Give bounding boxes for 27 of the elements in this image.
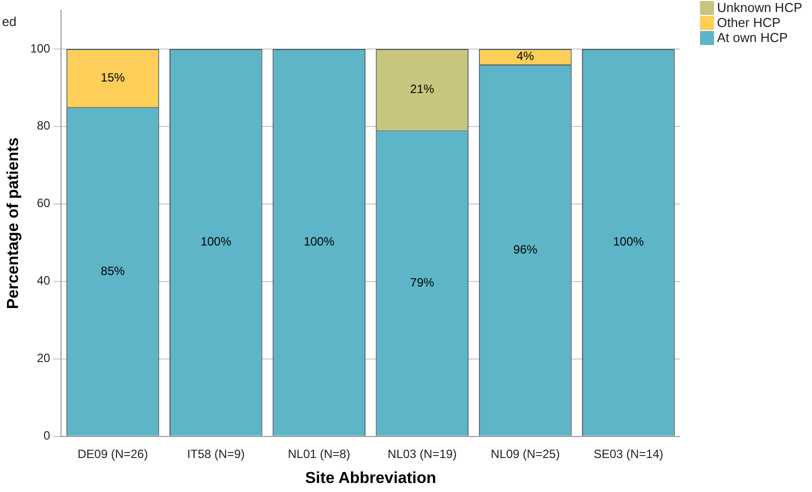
y-axis-title: Percentage of patients [5, 137, 22, 310]
x-tick-label: NL03 (N=19) [388, 446, 457, 461]
y-tick-label: 20 [36, 351, 51, 366]
legend-label: At own HCP [717, 30, 788, 45]
data-label: 96% [513, 242, 538, 256]
x-tick-label: IT58 (N=9) [187, 446, 245, 461]
text: ed [2, 14, 16, 29]
data-label: 100% [200, 234, 232, 249]
y-tick-label: 40 [36, 274, 51, 288]
y-tick-label: 0 [44, 428, 51, 443]
data-label: 15% [100, 70, 126, 84]
y-tick-label: 100 [30, 41, 51, 56]
x-tick-label: NL09 (N=25) [490, 446, 560, 461]
x-tick-label: SE03 (N=14) [594, 446, 664, 461]
legend-label: Other HCP [717, 15, 781, 30]
data-label: 79% [410, 275, 435, 290]
data-label: 4% [516, 49, 534, 64]
data-label: 21% [410, 82, 435, 96]
data-label: 100% [304, 234, 335, 249]
y-tick-label: 80 [36, 118, 51, 133]
data-label: 100% [613, 234, 644, 249]
x-tick-label: NL01 (N=8) [288, 446, 350, 461]
x-axis-title: Site Abbreviation [305, 470, 436, 487]
legend-label: Unknown HCP [717, 0, 802, 15]
y-tick-label: 60 [36, 196, 51, 210]
data-label: 85% [100, 264, 126, 278]
x-tick-label: DE09 (N=26) [78, 446, 148, 461]
